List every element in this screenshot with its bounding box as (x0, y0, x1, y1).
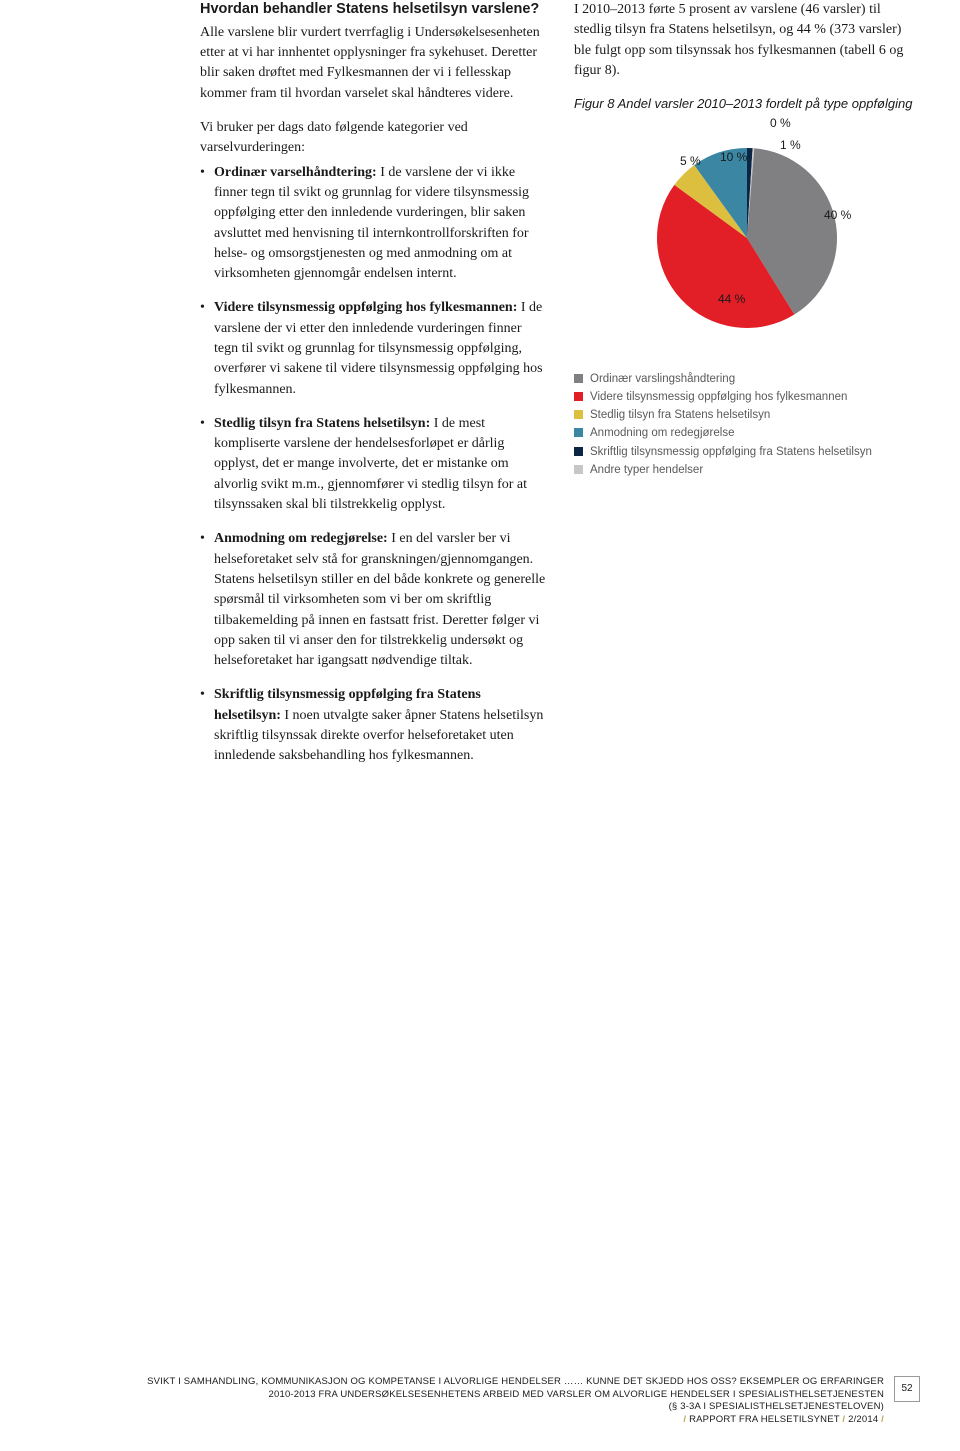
pie-slice-label: 1 % (780, 137, 801, 154)
category-list: Ordinær varselhåndtering: I de varslene … (200, 163, 546, 767)
legend-row: Skriftlig tilsynsmessig oppfølging fra S… (574, 444, 920, 461)
figure-caption: Figur 8 Andel varsler 2010–2013 fordelt … (574, 95, 920, 113)
category-item: Anmodning om redegjørelse: I en del vars… (200, 529, 546, 671)
legend-row: Stedlig tilsyn fra Statens helsetilsyn (574, 407, 920, 424)
legend-row: Andre typer hendelser (574, 462, 920, 479)
left-p2: Vi bruker per dags dato følgende kategor… (200, 118, 546, 159)
category-lead: Videre tilsynsmessig oppfølging hos fylk… (214, 300, 517, 315)
right-p1: I 2010–2013 førte 5 prosent av varslene … (574, 0, 920, 81)
category-item: Ordinær varselhåndtering: I de varslene … (200, 163, 546, 285)
pie-chart: 0 %1 %40 %44 %5 %10 % (632, 123, 862, 353)
legend-swatch (574, 410, 583, 419)
legend-text: Anmodning om redegjørelse (590, 425, 920, 442)
section-heading: Hvordan behandler Statens helsetilsyn va… (200, 0, 546, 19)
page-footer: SVIKT I SAMHANDLING, KOMMUNIKASJON OG KO… (0, 1376, 960, 1427)
pie-chart-wrap: 0 %1 %40 %44 %5 %10 % (574, 123, 920, 353)
category-item: Videre tilsynsmessig oppfølging hos fylk… (200, 298, 546, 399)
pie-slice-label: 10 % (720, 149, 747, 166)
footer-line1: SVIKT I SAMHANDLING, KOMMUNIKASJON OG KO… (40, 1376, 884, 1389)
left-p1: Alle varslene blir vurdert tverrfaglig i… (200, 23, 546, 104)
footer-line4: / RAPPORT FRA HELSETILSYNET / 2/2014 / (40, 1414, 884, 1427)
legend-swatch (574, 374, 583, 383)
pie-slice-label: 44 % (718, 291, 745, 308)
pie-slice-label: 40 % (824, 207, 851, 224)
pie-slice-label: 0 % (770, 115, 791, 132)
category-rest: I en del varsler ber vi helseforetaket s… (214, 531, 545, 668)
legend-swatch (574, 447, 583, 456)
legend-text: Ordinær varslingshåndtering (590, 371, 920, 388)
category-item: Skriftlig tilsynsmessig oppfølging fra S… (200, 685, 546, 766)
legend-swatch (574, 465, 583, 474)
right-column: I 2010–2013 førte 5 prosent av varslene … (574, 0, 920, 781)
footer-line3: (§ 3-3A I SPESIALISTHELSETJENESTELOVEN) (40, 1401, 884, 1414)
category-lead: Stedlig tilsyn fra Statens helsetilsyn: (214, 416, 430, 431)
pie-slice-label: 5 % (680, 153, 701, 170)
legend-row: Anmodning om redegjørelse (574, 425, 920, 442)
chart-legend: Ordinær varslingshåndteringVidere tilsyn… (574, 371, 920, 480)
left-column: Hvordan behandler Statens helsetilsyn va… (200, 0, 546, 781)
legend-swatch (574, 428, 583, 437)
category-rest: I de varslene der vi ikke finner tegn ti… (214, 165, 529, 281)
legend-text: Videre tilsynsmessig oppfølging hos fylk… (590, 389, 920, 406)
page-number: 52 (894, 1376, 920, 1402)
legend-text: Skriftlig tilsynsmessig oppfølging fra S… (590, 444, 920, 461)
legend-row: Videre tilsynsmessig oppfølging hos fylk… (574, 389, 920, 406)
category-lead: Ordinær varselhåndtering: (214, 165, 377, 180)
legend-text: Stedlig tilsyn fra Statens helsetilsyn (590, 407, 920, 424)
footer-line2: 2010-2013 FRA UNDERSØKELSESENHETENS ARBE… (40, 1389, 884, 1402)
category-lead: Anmodning om redegjørelse: (214, 531, 388, 546)
legend-row: Ordinær varslingshåndtering (574, 371, 920, 388)
legend-text: Andre typer hendelser (590, 462, 920, 479)
category-item: Stedlig tilsyn fra Statens helsetilsyn: … (200, 414, 546, 515)
legend-swatch (574, 392, 583, 401)
